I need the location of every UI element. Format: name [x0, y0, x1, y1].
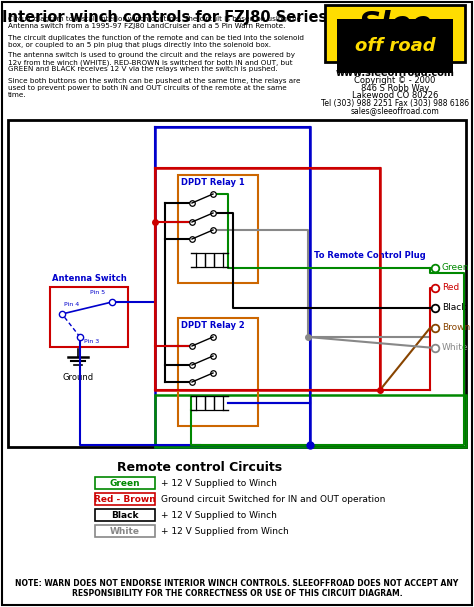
- Text: off road: off road: [355, 37, 435, 55]
- Text: White: White: [110, 526, 140, 535]
- Text: White: White: [442, 344, 468, 353]
- Text: Copyright © - 2000: Copyright © - 2000: [354, 76, 436, 85]
- Text: + 12 V Supplied to Winch: + 12 V Supplied to Winch: [161, 510, 277, 520]
- Bar: [95, 509, 155, 521]
- Text: Lakewood CO 80226: Lakewood CO 80226: [352, 91, 438, 100]
- Text: Slee: Slee: [358, 10, 432, 39]
- Text: Ground: Ground: [63, 373, 93, 382]
- Text: Black: Black: [442, 304, 466, 313]
- Bar: [95, 493, 155, 505]
- Text: Ground circuit Switched for IN and OUT operation: Ground circuit Switched for IN and OUT o…: [161, 495, 385, 503]
- Bar: [214, 396, 223, 410]
- Bar: [95, 525, 155, 537]
- Text: To Remote Control Plug: To Remote Control Plug: [314, 251, 426, 260]
- Text: Red - Brown: Red - Brown: [94, 495, 156, 503]
- Text: Pin 4: Pin 4: [64, 302, 79, 307]
- Bar: [205, 253, 214, 267]
- Bar: [178, 175, 258, 283]
- Text: Since both buttons on the switch can be pushed at the same time, the relays are
: Since both buttons on the switch can be …: [8, 78, 301, 98]
- Text: Antenna Switch: Antenna Switch: [52, 274, 127, 283]
- Bar: [196, 253, 205, 267]
- Text: + 12 V Supplied to Winch: + 12 V Supplied to Winch: [161, 478, 277, 487]
- Text: Pin 3: Pin 3: [84, 339, 99, 344]
- Bar: [214, 253, 223, 267]
- Text: Green: Green: [442, 263, 470, 273]
- Text: Black: Black: [111, 510, 139, 520]
- Text: The antenna switch is used to ground the circuit and the relays are powered by
1: The antenna switch is used to ground the…: [8, 52, 295, 72]
- Text: Remote control Circuits: Remote control Circuits: [118, 461, 283, 474]
- Bar: [325, 5, 465, 62]
- Text: The circuit duplicates the function of the remote and can be tied into the solen: The circuit duplicates the function of t…: [8, 35, 304, 48]
- Bar: [95, 477, 155, 489]
- Text: Circuit diagram to install interior winch controls. The circuit is based on usin: Circuit diagram to install interior winc…: [8, 16, 301, 29]
- Text: DPDT Relay 2: DPDT Relay 2: [181, 321, 245, 330]
- Text: NOTE: WARN DOES NOT ENDORSE INTERIOR WINCH CONTROLS. SLEEOFFROAD DOES NOT ACCEPT: NOTE: WARN DOES NOT ENDORSE INTERIOR WIN…: [15, 578, 459, 598]
- Bar: [155, 168, 380, 390]
- Text: + 12 V Supplied from Winch: + 12 V Supplied from Winch: [161, 526, 289, 535]
- Text: Brown: Brown: [442, 324, 470, 333]
- Bar: [178, 318, 258, 426]
- Bar: [155, 127, 310, 447]
- Bar: [155, 395, 466, 447]
- Text: Green: Green: [109, 478, 140, 487]
- Text: sales@sleeoffroad.com: sales@sleeoffroad.com: [351, 106, 439, 115]
- Bar: [196, 396, 205, 410]
- Text: Interior winch controls for FZJ80 Series: Interior winch controls for FZJ80 Series: [2, 10, 328, 25]
- Bar: [205, 396, 214, 410]
- Text: Red: Red: [442, 283, 459, 293]
- Text: www.sleeoffroad.com: www.sleeoffroad.com: [336, 68, 455, 78]
- Text: DPDT Relay 1: DPDT Relay 1: [181, 178, 245, 187]
- Bar: [50, 287, 128, 347]
- Text: Tel (303) 988 2251 Fax (303) 988 6186: Tel (303) 988 2251 Fax (303) 988 6186: [321, 99, 469, 108]
- Text: Pin 5: Pin 5: [91, 290, 106, 295]
- Bar: [8, 120, 466, 447]
- Text: 846 S Robb Way: 846 S Robb Way: [361, 84, 429, 93]
